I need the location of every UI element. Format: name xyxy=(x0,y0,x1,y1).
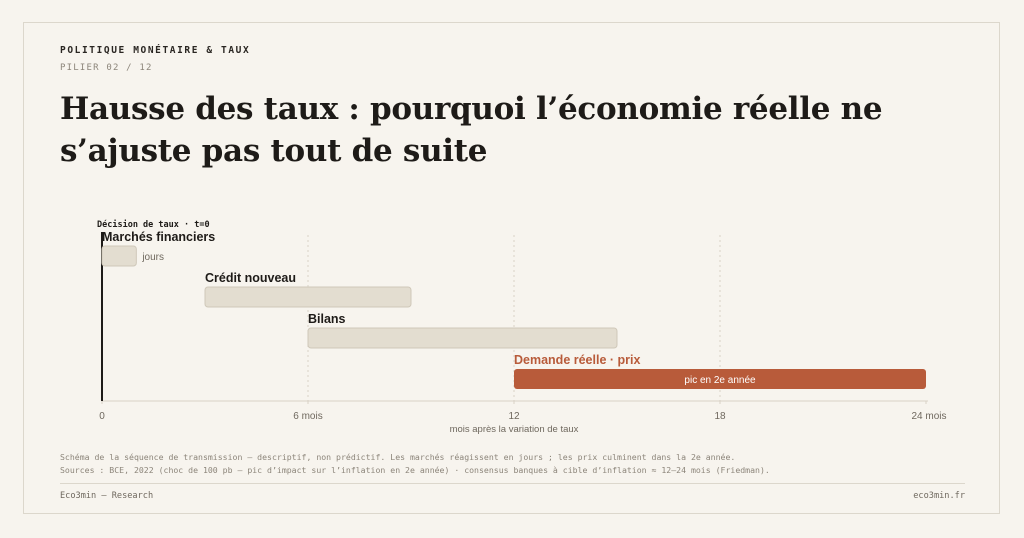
footer-divider xyxy=(60,483,965,484)
x-axis-title: mois après la variation de taux xyxy=(450,424,579,435)
pillar-counter: PILIER 02 / 12 xyxy=(60,63,153,73)
section-kicker: POLITIQUE MONÉTAIRE & TAUX xyxy=(60,45,251,56)
phase-bar xyxy=(307,327,618,349)
phase-bar xyxy=(204,286,412,308)
x-tick-label: 6 mois xyxy=(293,411,322,422)
phase-note: pic en 2e année xyxy=(684,375,756,386)
x-tick-label: 12 xyxy=(508,411,520,422)
phase-bar xyxy=(101,245,137,267)
footer-site-link[interactable]: eco3min.fr xyxy=(913,491,965,501)
chart-note: Schéma de la séquence de transmission — … xyxy=(60,452,736,462)
phase-note: jours xyxy=(141,252,164,263)
x-tick-label: 0 xyxy=(99,411,105,422)
card-frame xyxy=(23,22,1000,514)
phase-bar xyxy=(514,369,926,389)
phase-label: Demande réelle · prix xyxy=(514,353,640,367)
x-tick-label: 24 mois xyxy=(911,411,946,422)
phase-label: Marchés financiers xyxy=(102,230,215,244)
chart-sources: Sources : BCE, 2022 (choc de 100 pb — pi… xyxy=(60,465,770,475)
phase-label: Crédit nouveau xyxy=(205,271,296,285)
phase-label: Bilans xyxy=(308,312,346,326)
x-tick-label: 18 xyxy=(714,411,726,422)
footer-brand: Eco3min — Research xyxy=(60,491,154,501)
decision-marker-label: Décision de taux · t=0 xyxy=(97,219,210,230)
page-title: Hausse des taux : pourquoi l’économie ré… xyxy=(60,91,883,169)
